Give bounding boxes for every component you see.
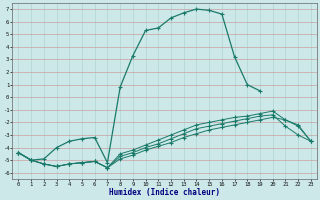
X-axis label: Humidex (Indice chaleur): Humidex (Indice chaleur) xyxy=(109,188,220,197)
